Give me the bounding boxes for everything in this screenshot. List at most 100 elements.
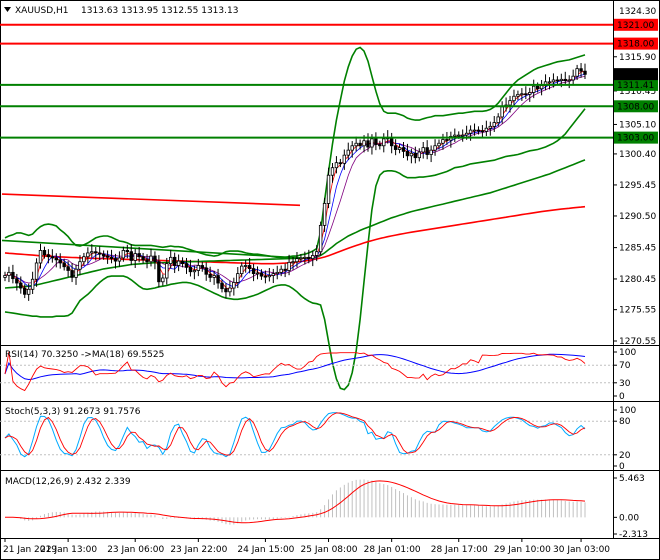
candle-body bbox=[405, 151, 410, 157]
rsi-tick-label: 70 bbox=[619, 361, 631, 371]
time-tick-label: 28 Jan 17:00 bbox=[431, 545, 488, 555]
time-tick-label: 22 Jan 13:00 bbox=[40, 545, 97, 555]
candle-body bbox=[429, 149, 433, 155]
candle-body bbox=[389, 137, 394, 147]
candle-body bbox=[255, 272, 260, 275]
candle-body bbox=[283, 268, 287, 271]
stoch-tick-label: 0 bbox=[619, 462, 625, 472]
candle-body bbox=[571, 75, 575, 81]
time-tick-label: 29 Jan 10:00 bbox=[494, 545, 551, 555]
candle-body bbox=[559, 78, 564, 81]
horizontal-levels: 1321.00 1318.00 1311.41 1308.00 1303.00 1313.… bbox=[0, 18, 658, 144]
candle-body bbox=[330, 167, 335, 176]
candle-body bbox=[232, 281, 236, 289]
candle-body bbox=[243, 265, 248, 267]
candle-body bbox=[267, 275, 272, 278]
ohlc-label: 1313.63 1313.95 1312.55 1313.13 bbox=[81, 6, 238, 16]
time-tick-label: 23 Jan 06:00 bbox=[107, 545, 164, 555]
candle-body bbox=[382, 138, 386, 147]
candle-body bbox=[263, 275, 268, 278]
candle-body bbox=[70, 270, 74, 278]
macd-signal-line bbox=[4, 480, 586, 524]
macd-tick-label: 5.463 bbox=[619, 474, 645, 484]
macd-panel: 5.463 0.00 -2.313 bbox=[4, 474, 648, 540]
candle-body bbox=[228, 287, 232, 293]
candle-body bbox=[322, 203, 327, 226]
candle-body bbox=[165, 263, 169, 279]
stoch-label: Stoch(5,3,3) 91.2673 91.7576 bbox=[5, 407, 141, 417]
candle-body bbox=[141, 256, 145, 261]
candle-body bbox=[42, 250, 47, 256]
price-tick-label: 1300.40 bbox=[619, 150, 656, 160]
candle-body bbox=[563, 78, 567, 81]
rsi-label: RSI(14) 70.3250 ->MA(18) 69.5525 bbox=[5, 350, 164, 360]
candle-body bbox=[401, 147, 406, 152]
dropdown-arrow-icon[interactable] bbox=[4, 7, 11, 12]
level-price-tag bbox=[614, 100, 658, 113]
bollinger-middle-line bbox=[4, 159, 586, 289]
rsi-ma-line bbox=[4, 353, 586, 381]
price-candles bbox=[3, 63, 587, 301]
level-price-tag bbox=[614, 78, 658, 91]
current-price-tag bbox=[614, 68, 658, 81]
candle-body bbox=[200, 265, 204, 269]
candle-body bbox=[251, 268, 256, 275]
candle-body bbox=[445, 139, 449, 141]
candle-body bbox=[11, 271, 15, 280]
candle-body bbox=[94, 251, 98, 254]
level-price-tag bbox=[614, 37, 658, 50]
candle-body bbox=[425, 147, 429, 155]
price-tick-label: 1275.55 bbox=[619, 306, 656, 316]
candle-body bbox=[393, 145, 398, 150]
candle-body bbox=[488, 125, 493, 129]
candle-body bbox=[366, 140, 370, 148]
price-tick-label: 1290.50 bbox=[619, 212, 656, 222]
candle-body bbox=[500, 106, 504, 118]
candle-body bbox=[7, 271, 11, 276]
candle-body bbox=[516, 93, 520, 97]
candle-body bbox=[492, 122, 496, 127]
candle-body bbox=[90, 251, 94, 254]
price-axis: 1315.90 1310.45 1305.10 1300.40 1295.45 1290.… bbox=[613, 7, 656, 347]
candle-body bbox=[551, 79, 556, 83]
candle-body bbox=[34, 262, 39, 280]
candle-body bbox=[23, 287, 27, 295]
candle-body bbox=[188, 266, 193, 273]
candle-body bbox=[196, 265, 201, 271]
level-price-tag bbox=[614, 131, 658, 144]
candle-body bbox=[54, 257, 58, 261]
candle-body bbox=[78, 261, 82, 270]
candle-body bbox=[180, 260, 185, 264]
time-tick-label: 23 Jan 22:00 bbox=[170, 545, 227, 555]
price-top-tick-label: 1324.30 bbox=[619, 7, 656, 17]
level-price-label: 1311.41 bbox=[617, 81, 654, 91]
symbol-label: XAUUSD,H1 bbox=[15, 6, 69, 16]
candle-body bbox=[204, 267, 208, 275]
candle-body bbox=[496, 116, 500, 123]
candle-body bbox=[480, 130, 485, 133]
stoch-signal-line bbox=[4, 412, 586, 456]
candle-body bbox=[62, 262, 66, 268]
candle-body bbox=[157, 261, 161, 283]
macd-tick-label: -2.313 bbox=[619, 530, 648, 540]
candle-body bbox=[295, 258, 299, 263]
candle-body bbox=[259, 272, 264, 277]
candle-body bbox=[38, 250, 43, 264]
candle-body bbox=[117, 257, 122, 262]
current-price-label: 1313.13 bbox=[617, 70, 654, 80]
candle-body bbox=[149, 255, 153, 263]
trendline-red bbox=[1, 193, 301, 207]
bollinger-bands bbox=[1, 46, 586, 391]
candle-body bbox=[334, 162, 339, 169]
candle-body bbox=[133, 253, 137, 261]
rsi-line bbox=[4, 351, 586, 392]
candle-body bbox=[109, 256, 114, 259]
candle-body bbox=[137, 253, 141, 258]
candle-body bbox=[299, 257, 303, 260]
macd-label: MACD(12,26,9) 2.432 2.339 bbox=[5, 477, 131, 487]
candle-body bbox=[579, 68, 583, 72]
level-price-label: 1321.00 bbox=[617, 21, 654, 31]
